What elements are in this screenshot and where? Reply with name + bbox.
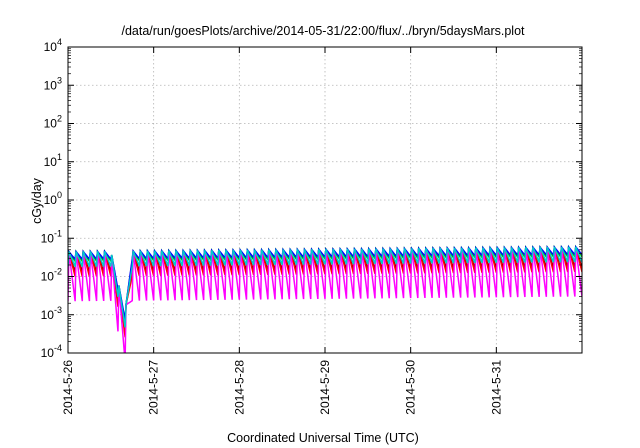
y-tick-label: 10-3 [41, 305, 62, 322]
x-axis-label: Coordinated Universal Time (UTC) [227, 431, 419, 445]
chart-title: /data/run/goesPlots/archive/2014-05-31/2… [121, 24, 525, 38]
x-tick-label: 2014-5-30 [404, 360, 418, 415]
y-tick-label: 101 [44, 152, 62, 169]
y-tick-label: 100 [44, 190, 62, 207]
y-tick-label: 103 [44, 75, 62, 92]
y-tick-label: 102 [44, 114, 62, 131]
x-tick-label: 2014-5-26 [61, 360, 75, 415]
x-tick-label: 2014-5-27 [147, 360, 161, 415]
tick-marks [67, 46, 582, 354]
y-tick-labels: 10-4 10-3 10-2 10-1 100 101 102 103 104 [41, 37, 62, 360]
series-layer [68, 244, 582, 353]
y-tick-label: 10-1 [41, 228, 62, 245]
x-tick-label: 2014-5-29 [318, 360, 332, 415]
x-tick-labels: 2014-5-26 2014-5-27 2014-5-28 2014-5-29 2014… [61, 360, 503, 415]
series-line-5 [68, 246, 582, 353]
y-tick-label: 104 [44, 37, 62, 54]
x-tick-label: 2014-5-31 [489, 360, 503, 415]
grid-lines [68, 47, 582, 353]
y-tick-label: 10-2 [41, 267, 62, 284]
x-tick-label: 2014-5-28 [232, 360, 246, 415]
series-line-6 [68, 246, 582, 328]
y-axis-label: cGy/day [30, 177, 44, 224]
y-tick-label: 10-4 [41, 343, 62, 360]
